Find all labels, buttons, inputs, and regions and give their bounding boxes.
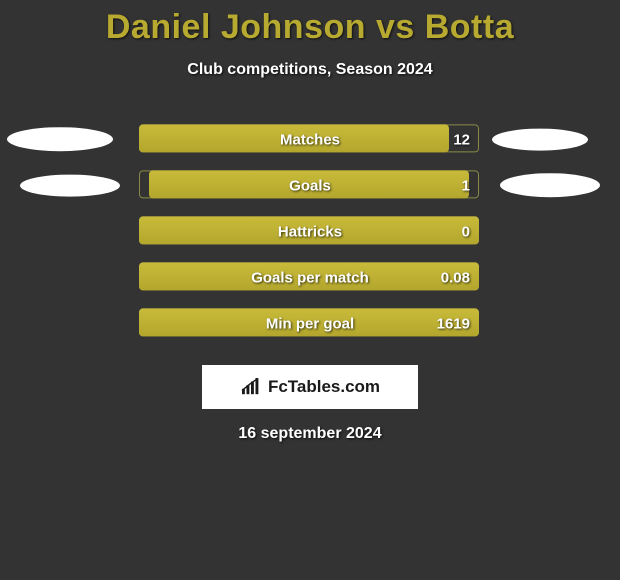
stat-bar-fill [139,216,479,244]
brand-text: FcTables.com [268,377,380,397]
stat-bar-fill [139,124,449,152]
player-left-marker [20,175,120,197]
stat-row: Hattricks0 [0,213,620,259]
stat-bar-fill [149,170,469,198]
player-right-marker [500,173,600,197]
stat-row: Goals1 [0,167,620,213]
brand-chart-icon [240,378,262,396]
stat-bar-fill [139,308,479,336]
comparison-chart: Matches12Goals1Hattricks0Goals per match… [0,121,620,351]
player-right-marker [492,129,588,151]
player-left-marker [7,127,113,151]
page-subtitle: Club competitions, Season 2024 [0,61,620,79]
page-title: Daniel Johnson vs Botta [0,0,620,47]
stat-row: Min per goal1619 [0,305,620,351]
date-line: 16 september 2024 [0,425,620,443]
brand-badge: FcTables.com [202,365,418,409]
stat-row: Matches12 [0,121,620,167]
stat-bar-fill [139,262,479,290]
stat-row: Goals per match0.08 [0,259,620,305]
